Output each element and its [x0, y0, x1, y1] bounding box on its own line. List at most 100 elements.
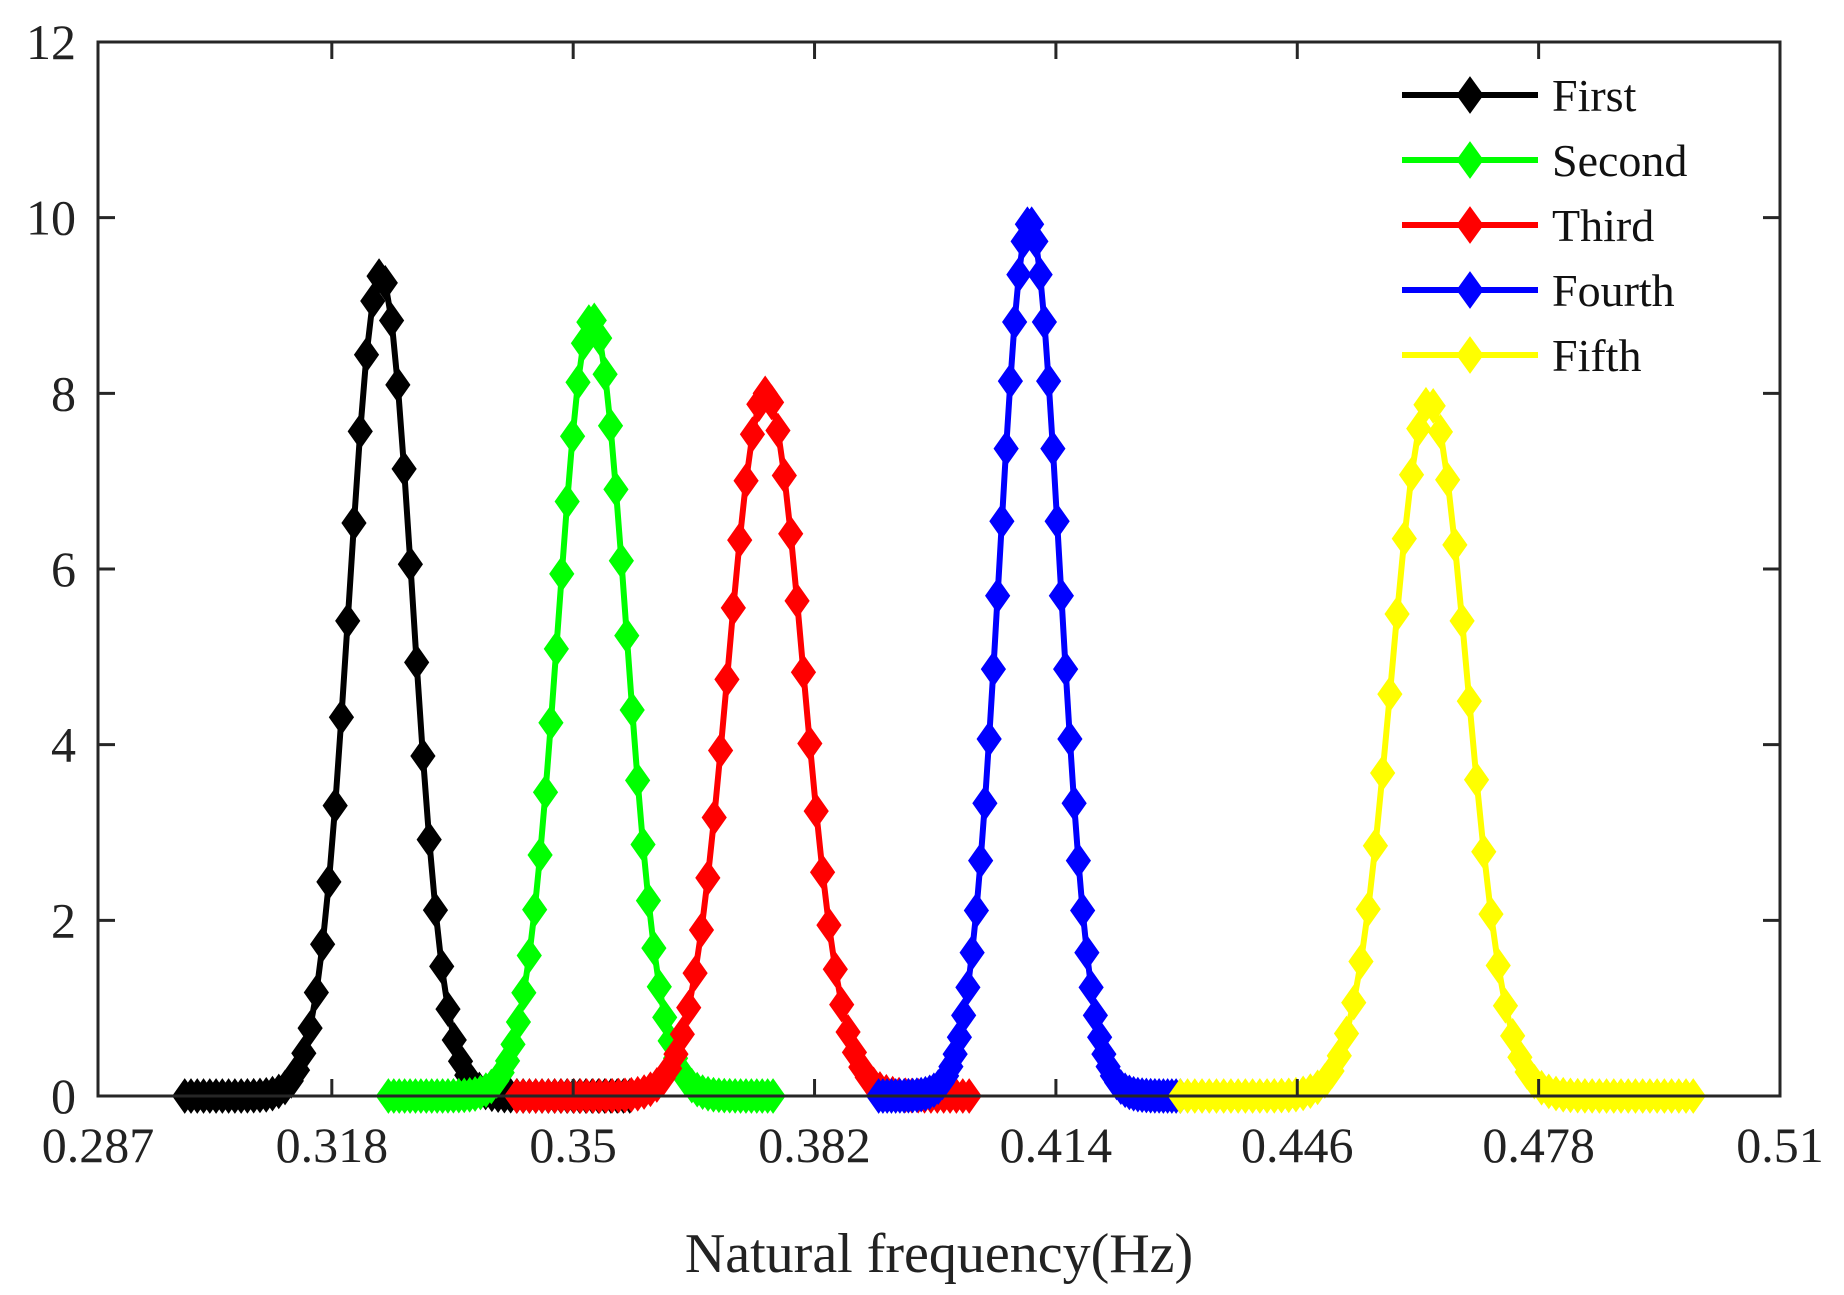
data-point	[676, 989, 702, 1026]
data-point	[1370, 755, 1396, 791]
data-point	[771, 457, 797, 494]
data-point	[682, 955, 708, 992]
data-point	[378, 302, 405, 339]
data-point	[1398, 456, 1425, 493]
data-point	[1471, 833, 1497, 870]
data-point	[1057, 721, 1083, 757]
data-point	[778, 515, 804, 552]
data-point	[1074, 934, 1100, 971]
data-point	[1006, 256, 1032, 293]
data-point	[985, 577, 1011, 614]
data-point	[980, 651, 1007, 688]
data-point	[385, 366, 411, 403]
data-point	[1341, 984, 1367, 1021]
legend-label: Second	[1552, 135, 1687, 186]
data-point	[608, 542, 634, 579]
data-point	[422, 892, 449, 928]
data-point	[391, 451, 417, 487]
data-point	[959, 934, 985, 971]
data-point	[955, 969, 981, 1006]
data-point	[625, 762, 651, 799]
data-point	[1348, 943, 1374, 980]
data-point	[797, 725, 823, 762]
data-point	[1420, 388, 1446, 424]
data-point	[1377, 676, 1403, 712]
data-point	[347, 413, 373, 450]
data-point	[809, 854, 836, 891]
data-point	[946, 1019, 973, 1056]
data-point	[822, 951, 848, 988]
legend-item-fifth: Fifth	[1402, 330, 1641, 381]
data-point	[630, 826, 656, 863]
data-point	[1442, 527, 1468, 563]
data-point	[997, 363, 1024, 399]
legend-item-fourth: Fourth	[1402, 265, 1675, 316]
data-point	[641, 930, 667, 966]
data-point	[303, 974, 329, 1011]
data-point	[511, 974, 537, 1011]
series-second	[375, 302, 786, 1114]
x-tick-label: 0.478	[1482, 1117, 1595, 1173]
data-point	[435, 991, 461, 1027]
legend-item-third: Third	[1402, 200, 1654, 251]
data-point	[565, 364, 591, 401]
data-point	[532, 774, 559, 811]
legend-label: First	[1552, 70, 1637, 121]
legend-marker	[1456, 76, 1484, 114]
data-point	[635, 882, 662, 919]
x-tick-label: 0.318	[276, 1117, 389, 1173]
data-point	[1449, 603, 1475, 639]
x-tick-label: 0.414	[1000, 1117, 1113, 1173]
data-point	[829, 986, 855, 1023]
data-point	[951, 997, 977, 1034]
data-point	[816, 907, 842, 944]
data-point	[976, 721, 1002, 757]
data-point	[1044, 503, 1070, 540]
data-point	[410, 738, 436, 774]
legend-label: Fourth	[1552, 265, 1675, 316]
data-point	[592, 356, 618, 393]
data-point	[353, 336, 380, 373]
plot-area	[98, 42, 1780, 1096]
data-point	[1456, 683, 1482, 720]
y-tick-label: 6	[51, 541, 76, 597]
data-point	[322, 787, 348, 824]
data-point	[1070, 892, 1096, 929]
y-tick-label: 10	[26, 190, 76, 246]
data-point	[701, 799, 727, 836]
data-point	[1391, 520, 1417, 557]
data-point	[404, 644, 430, 681]
data-point	[1384, 596, 1410, 632]
data-point	[1036, 363, 1062, 399]
x-tick-label: 0.287	[42, 1117, 155, 1173]
data-point	[505, 1004, 532, 1040]
data-point	[1492, 987, 1519, 1024]
data-point	[1065, 842, 1091, 879]
data-point	[733, 462, 759, 499]
data-point	[587, 320, 613, 357]
legend-marker	[1456, 271, 1484, 309]
data-point	[993, 430, 1019, 467]
legend-marker	[1456, 141, 1484, 179]
data-point	[707, 732, 734, 769]
data-point	[1333, 1015, 1360, 1052]
data-point	[554, 483, 580, 520]
data-point	[341, 505, 367, 541]
data-point	[1463, 761, 1490, 798]
data-point	[695, 860, 721, 896]
legend-label: Third	[1552, 200, 1654, 251]
data-point	[646, 968, 672, 1005]
data-point	[1023, 223, 1049, 260]
data-point	[372, 264, 398, 301]
data-point	[335, 603, 361, 639]
data-point	[669, 1016, 695, 1053]
data-point	[1040, 430, 1066, 467]
data-point	[549, 555, 575, 592]
data-point	[1427, 413, 1454, 450]
data-point	[597, 407, 624, 444]
data-point	[316, 864, 342, 900]
data-point	[516, 937, 542, 974]
x-tick-label: 0.446	[1241, 1117, 1354, 1173]
data-point	[614, 617, 640, 654]
